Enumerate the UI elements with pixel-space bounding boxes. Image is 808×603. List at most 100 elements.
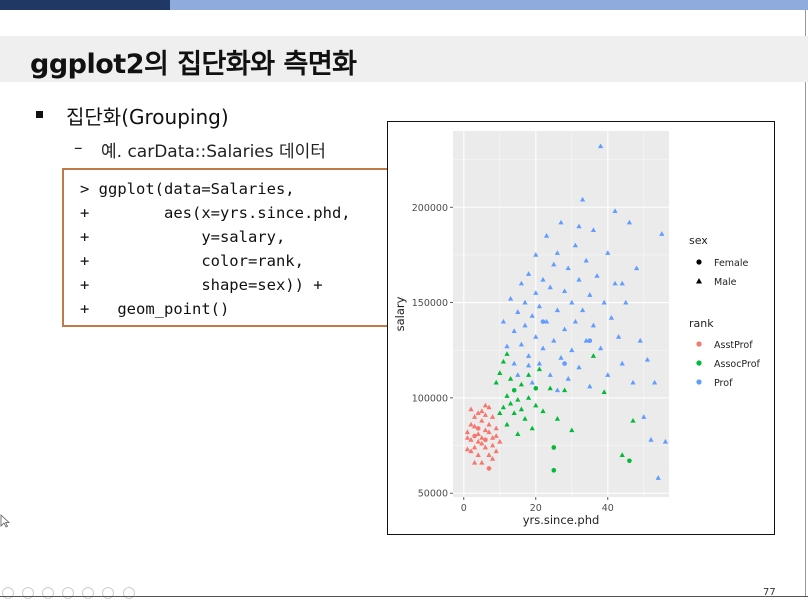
code-block: > ggplot(data=Salaries, + aes(x=yrs.sinc…: [62, 168, 422, 327]
data-point: [533, 402, 539, 408]
data-point: [583, 257, 589, 263]
data-point: [590, 227, 596, 233]
data-point: [475, 438, 481, 444]
top-accent-light: [170, 0, 808, 10]
data-point: [526, 362, 532, 368]
next-slide-icon[interactable]: [22, 587, 35, 599]
data-point: [641, 414, 647, 419]
data-point: [659, 231, 665, 236]
data-point: [515, 396, 521, 402]
data-point: [468, 421, 474, 427]
data-point: [569, 299, 575, 305]
data-point: [486, 452, 492, 457]
data-point: [594, 273, 600, 278]
data-point: [490, 435, 496, 440]
data-point: [619, 280, 625, 286]
prev-slide-icon[interactable]: [2, 587, 14, 599]
data-point: [547, 372, 553, 377]
data-point: [490, 456, 496, 461]
data-point: [590, 353, 596, 358]
data-point: [522, 299, 528, 305]
sub-bullet-example: 예. carData::Salaries 데이터: [101, 142, 326, 162]
data-point: [558, 219, 564, 225]
data-point: [515, 431, 521, 436]
y-tick-label: 150000: [412, 298, 448, 309]
data-point: [623, 299, 629, 305]
data-point: [511, 360, 517, 366]
mouse-cursor-icon: [0, 514, 10, 528]
data-point: [627, 458, 632, 464]
title-band: [0, 36, 808, 82]
data-point: [522, 322, 528, 328]
data-point: [490, 442, 496, 448]
x-tick-label: 20: [530, 503, 542, 514]
data-point: [479, 435, 485, 440]
data-point: [569, 427, 575, 433]
x-tick-label: 40: [602, 503, 614, 514]
data-point: [562, 361, 567, 366]
data-point: [583, 337, 589, 343]
more-options-icon[interactable]: [102, 587, 115, 599]
data-point: [536, 303, 542, 309]
data-point: [619, 452, 625, 457]
data-point: [540, 408, 546, 414]
data-point: [551, 468, 557, 473]
data-point: [533, 290, 539, 295]
data-point: [486, 421, 492, 427]
data-point: [598, 143, 604, 149]
legend-asst-label: AsstProf: [714, 340, 753, 351]
data-point: [565, 265, 571, 271]
data-point: [482, 402, 488, 408]
data-point: [500, 318, 506, 324]
data-point: [518, 381, 524, 387]
data-point: [662, 438, 668, 444]
data-point: [648, 437, 654, 442]
code-line: + aes(x=yrs.since.phd,: [80, 204, 351, 222]
data-point: [508, 400, 514, 406]
data-point: [587, 383, 593, 389]
y-tick-label: 100000: [412, 393, 448, 404]
minor-grid: [453, 131, 669, 497]
data-point: [587, 338, 593, 343]
data-point: [544, 233, 550, 238]
data-point: [576, 276, 582, 282]
legend-asst-key: [696, 341, 702, 347]
pen-icon[interactable]: [42, 587, 55, 599]
grid-view-icon[interactable]: [62, 587, 75, 599]
data-point: [608, 315, 614, 320]
data-point: [547, 284, 553, 290]
data-point: [464, 446, 470, 452]
more-options-icon-2[interactable]: [122, 587, 135, 599]
data-point: [572, 318, 578, 324]
code-line: + geom_point(): [80, 300, 230, 318]
data-point: [526, 395, 532, 400]
data-point: [554, 387, 560, 393]
zoom-icon[interactable]: [82, 587, 95, 599]
data-point: [500, 404, 506, 410]
data-point: [511, 410, 517, 416]
data-point: [630, 417, 636, 423]
data-point: [468, 448, 474, 454]
data-point: [569, 347, 575, 353]
axes: 0 20 40 50000 100000 150000 200000: [412, 203, 614, 514]
data-point: [518, 280, 524, 286]
data-point: [472, 459, 478, 465]
data-point: [598, 345, 604, 351]
data-point: [533, 386, 539, 391]
data-point: [490, 414, 496, 419]
data-point: [558, 355, 564, 360]
data-point: [652, 379, 658, 385]
page-number: 77: [763, 587, 776, 598]
scatter-plot: 0 20 40 50000 100000 150000 200000 yrs.since.p…: [393, 131, 761, 527]
data-point: [508, 376, 514, 381]
data-point: [644, 356, 650, 362]
slide-title: ggplot2의 집단화와 측면화: [30, 49, 357, 80]
data-point: [475, 431, 481, 436]
data-point: [464, 435, 470, 440]
data-point: [472, 433, 477, 439]
data-point: [526, 271, 532, 276]
x-tick-label: 0: [461, 503, 467, 514]
data-point: [533, 252, 539, 257]
legend-assoc-key: [696, 360, 702, 366]
code-line: > ggplot(data=Salaries,: [80, 180, 295, 198]
